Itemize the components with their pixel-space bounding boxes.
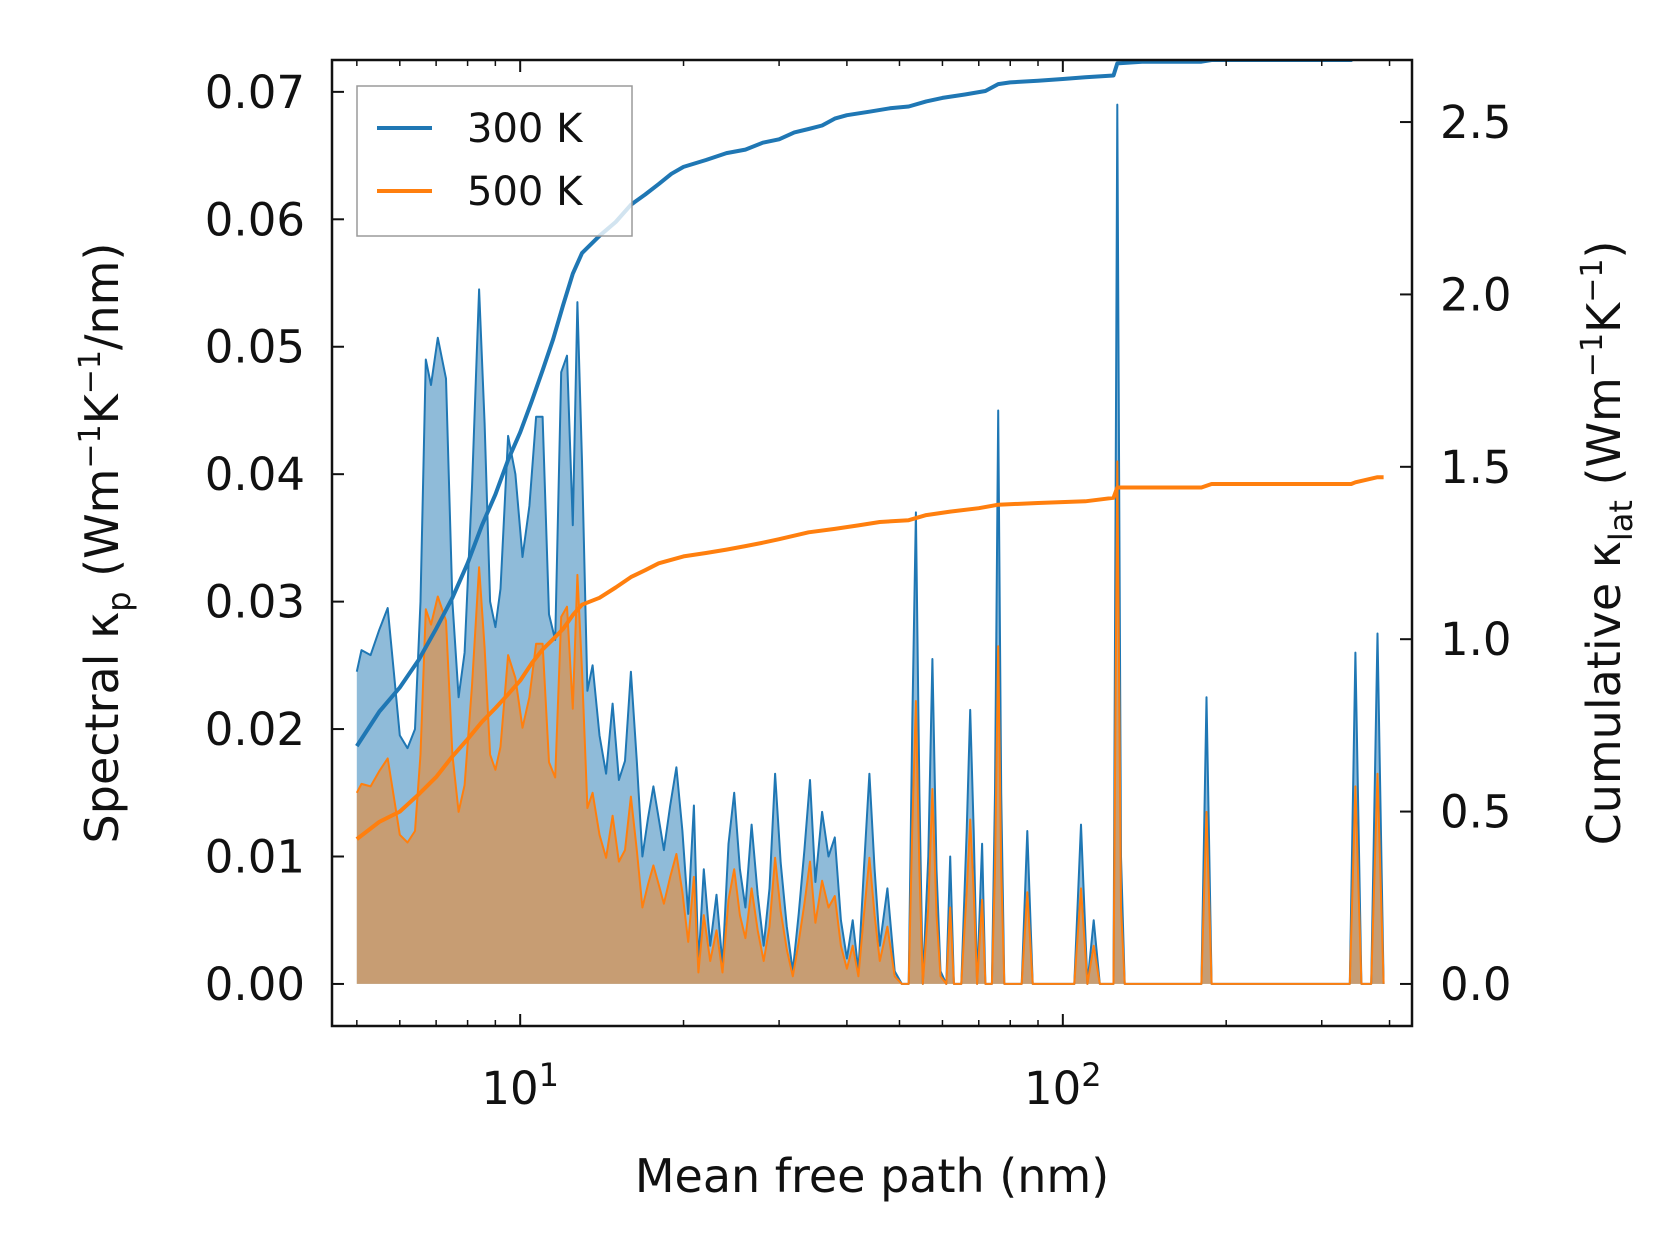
legend-label-300k: 300 K — [467, 106, 584, 152]
left-y-tick-label: 0.02 — [205, 703, 305, 756]
right-y-tick-label: 1.0 — [1440, 613, 1512, 666]
left-y-tick-label: 0.00 — [205, 958, 305, 1011]
legend: 300 K 500 K — [356, 85, 633, 237]
legend-box — [356, 85, 633, 237]
right-y-tick-label: 2.5 — [1440, 96, 1512, 149]
right-y-tick-label: 2.0 — [1440, 268, 1512, 321]
spectral-line-500k — [355, 460, 1385, 985]
left-y-tick-label: 0.04 — [205, 448, 305, 501]
x-tick-label: 102 — [1024, 1056, 1102, 1115]
cumulative-line-300k — [355, 60, 1355, 748]
right-axis-label: Cumulative κlat (Wm−1K−1) — [1575, 241, 1640, 846]
left-y-tick-label: 0.05 — [205, 321, 305, 374]
x-axis-label: Mean free path (nm) — [635, 1149, 1109, 1203]
spectral-area-300k — [356, 104, 1384, 984]
right-y-tick-label: 0.5 — [1440, 786, 1512, 839]
left-y-tick-label: 0.01 — [205, 831, 305, 884]
spectral-fills — [356, 104, 1384, 984]
x-tick-label: 101 — [481, 1056, 559, 1115]
right-y-tick-label: 1.5 — [1440, 441, 1512, 494]
spectral-line-300k — [355, 103, 1385, 985]
left-axis-label: Spectral κp (Wm−1K−1/nm) — [73, 243, 138, 844]
axis-ticks: 101 102 0.00 0.01 0.02 0.03 0.04 0.05 0.06 0.07 0.… — [205, 60, 1512, 1115]
left-y-tick-label: 0.06 — [205, 193, 305, 246]
series-lines — [355, 60, 1385, 985]
legend-label-500k: 500 K — [467, 169, 584, 215]
right-y-tick-label: 0.0 — [1440, 958, 1512, 1011]
plot-frame — [330, 58, 1414, 1028]
left-y-tick-label: 0.03 — [205, 576, 305, 629]
cumulative-line-500k — [355, 475, 1384, 841]
spectral-area-500k — [356, 461, 1384, 984]
left-y-tick-label: 0.07 — [205, 66, 305, 119]
